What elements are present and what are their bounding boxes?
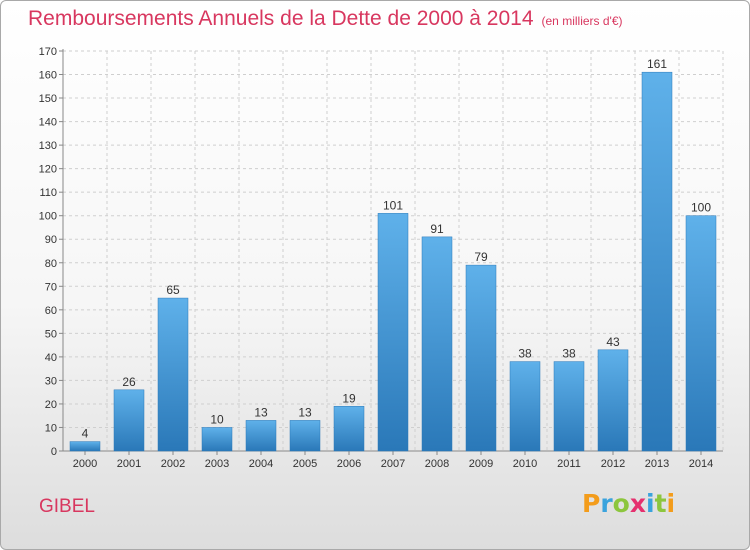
y-tick-label: 40 [45,352,57,364]
y-tick-label: 80 [45,258,57,270]
bar-2006 [333,406,365,452]
logo-letter: o [612,489,630,518]
data-label-2013: 161 [647,57,667,71]
x-tick-label-2006: 2006 [337,458,361,470]
x-tick-label-2003: 2003 [205,458,229,470]
title-text: Remboursements Annuels de la Dette de 20… [28,7,534,30]
x-tick-label-2002: 2002 [161,458,185,470]
bar-2005 [289,420,321,452]
bar-2014 [685,215,717,452]
y-tick-label: 110 [39,187,57,199]
y-tick-label: 120 [39,164,57,176]
x-tick-label-2005: 2005 [293,458,317,470]
data-label-2002: 65 [166,283,180,297]
bar-2004 [245,420,277,452]
data-label-2010: 38 [518,347,532,361]
x-tick-label-2008: 2008 [425,458,449,470]
bar-2011 [553,361,585,452]
chart-title: Remboursements Annuels de la Dette de 20… [28,7,623,31]
x-tick-label-2001: 2001 [117,458,141,470]
x-tick-label-2014: 2014 [689,458,713,470]
y-tick-label: 60 [45,305,57,317]
logo-letter: x [629,489,646,518]
data-label-2001: 26 [122,375,136,389]
y-tick-label: 140 [39,117,57,129]
data-label-2009: 79 [474,250,488,264]
commune-name: GIBEL [39,496,95,517]
logo-letter: r [600,489,613,518]
data-label-2004: 13 [254,405,268,419]
y-tick-label: 0 [51,446,57,458]
data-label-2007: 101 [383,198,403,212]
data-label-2014: 100 [691,201,711,215]
data-label-2012: 43 [606,335,620,349]
data-label-2008: 91 [430,222,444,236]
y-tick-label: 150 [39,93,57,105]
logo-letter: P [582,489,601,518]
logo-letter: t [654,489,667,518]
chart-subtitle: (en milliers d'€) [541,14,623,28]
data-label-2005: 13 [298,405,312,419]
y-tick-label: 50 [45,328,57,340]
y-tick-label: 30 [45,375,57,387]
y-tick-label: 10 [45,422,57,434]
logo-letter: i [646,489,655,518]
bar-2013 [641,71,673,452]
labels: 0 10 20 30 40 50 60 70 80 90 100 110 120 130 140 150 160… [39,46,714,470]
x-tick-label-2009: 2009 [469,458,493,470]
y-tick-label: 100 [39,211,57,223]
x-tick-label-2007: 2007 [381,458,405,470]
y-tick-label: 90 [45,234,57,246]
data-label-2003: 10 [210,412,224,426]
y-tick-label: 170 [39,46,57,58]
bar-2007 [377,213,409,452]
x-tick-label-2013: 2013 [645,458,669,470]
x-tick-label-2012: 2012 [601,458,625,470]
x-tick-label-2010: 2010 [513,458,537,470]
data-label-2006: 19 [342,391,356,405]
x-tick-label-2004: 2004 [249,458,273,470]
bar-2000 [69,441,101,452]
bar-2008 [421,236,453,452]
bar-2012 [597,349,629,452]
x-tick-label-2000: 2000 [73,458,97,470]
bar-2002 [157,297,189,452]
bar-2009 [465,264,497,452]
x-tick-label-2011: 2011 [557,458,581,470]
bar-2003 [201,427,233,452]
data-label-2000: 4 [82,427,89,441]
bar-2001 [113,389,145,452]
y-tick-label: 20 [45,399,57,411]
logo-letter: i [666,489,676,518]
bar-2010 [509,361,541,452]
bars [69,71,717,452]
data-label-2011: 38 [562,347,576,361]
y-tick-label: 160 [39,70,57,82]
proxiti-logo[interactable]: Proxiti [582,489,675,518]
y-tick-label: 70 [45,281,57,293]
y-tick-label: 130 [39,140,57,152]
